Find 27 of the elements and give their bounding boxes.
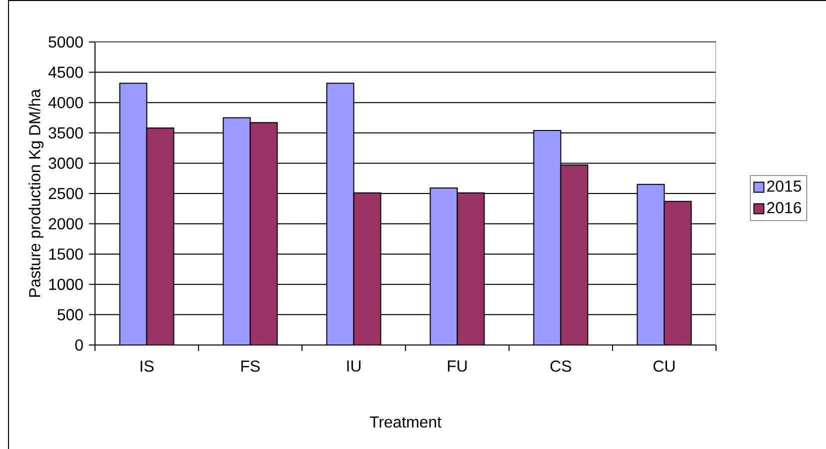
legend-label: 2016 xyxy=(767,202,802,214)
y-axis-title: Pasture production Kg DM/ha xyxy=(28,88,44,297)
bar xyxy=(533,130,562,345)
y-tick-label: 0 xyxy=(75,339,83,351)
x-tick-label: IU xyxy=(347,360,360,372)
x-tick-label: CU xyxy=(654,360,675,372)
x-axis-title: Treatment xyxy=(370,416,442,428)
y-tick-label: 1500 xyxy=(49,248,83,260)
y-tick-label: 500 xyxy=(58,309,83,320)
x-tick-label: CS xyxy=(550,360,572,372)
bar xyxy=(430,188,458,345)
bar xyxy=(222,117,251,345)
y-tick-label: 4000 xyxy=(48,96,83,108)
y-tick-label: 3500 xyxy=(48,127,83,139)
x-tick-label: IS xyxy=(140,360,154,372)
x-tick-label: FU xyxy=(448,360,467,372)
y-tick-label: 4500 xyxy=(48,66,83,78)
y-tick-label: 5000 xyxy=(48,36,83,48)
y-tick-label: 1000 xyxy=(49,278,83,290)
y-tick-label: 2500 xyxy=(48,188,83,200)
bar xyxy=(636,184,665,345)
y-tick-label: 2000 xyxy=(48,218,83,230)
y-tick-label: 3000 xyxy=(48,158,83,169)
legend-label: 2015 xyxy=(767,180,802,192)
bar xyxy=(326,82,354,345)
bar xyxy=(119,82,148,345)
x-tick-label: FS xyxy=(241,360,260,372)
